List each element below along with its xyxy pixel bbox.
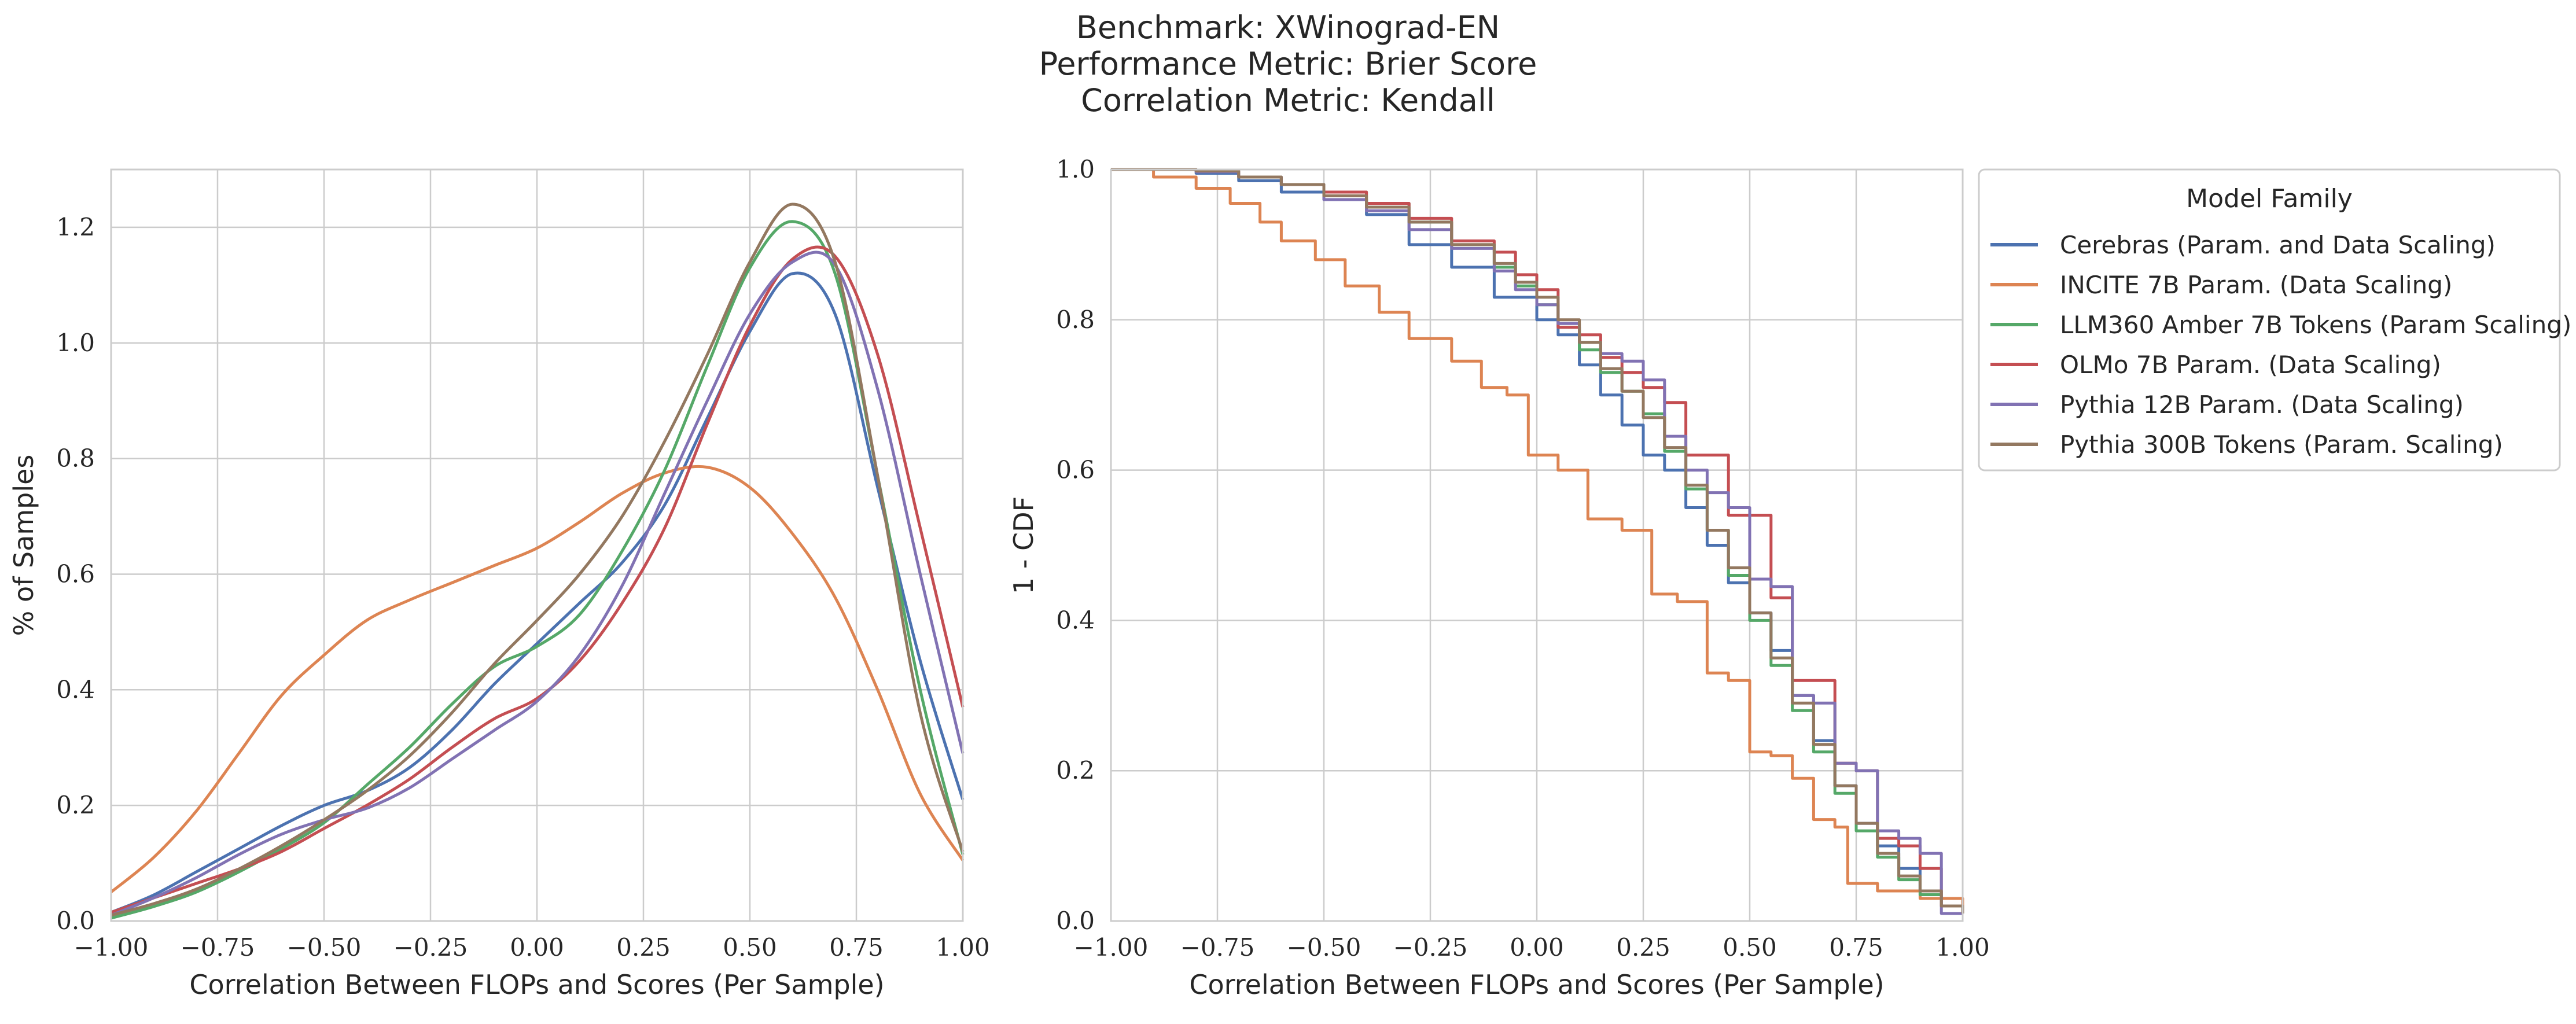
- x-tick-label: −1.00: [1074, 933, 1149, 962]
- x-tick-label: 1.00: [936, 933, 990, 962]
- x-tick-label: 0.25: [616, 933, 671, 962]
- legend-label: Cerebras (Param. and Data Scaling): [2060, 231, 2496, 259]
- y-tick-label: 0.2: [1056, 756, 1095, 784]
- series-line-4: [111, 251, 965, 917]
- legend-entry: Pythia 12B Param. (Data Scaling): [1990, 391, 2464, 419]
- y-axis-label: % of Samples: [8, 455, 39, 636]
- series-lines: [110, 202, 965, 920]
- legend-entry: Cerebras (Param. and Data Scaling): [1990, 231, 2496, 259]
- series-line-5: [1111, 168, 1964, 914]
- x-tick-label: −0.25: [1393, 933, 1468, 962]
- y-tick-label: 1.0: [1056, 155, 1095, 183]
- series-line-1: [110, 465, 965, 893]
- y-tick-label: 1.2: [56, 213, 95, 241]
- legend-entry: LLM360 Amber 7B Tokens (Param Scaling): [1990, 311, 2571, 339]
- tick-labels: −1.00 −0.75 −0.50 −0.25 0.00 0.25 0.50 0.75 1.00…: [1056, 155, 1990, 962]
- legend-entry: OLMo 7B Param. (Data Scaling): [1990, 351, 2441, 379]
- legend-label: Pythia 300B Tokens (Param. Scaling): [2060, 430, 2503, 459]
- x-tick-label: 0.00: [1510, 933, 1564, 962]
- survival-axes: −1.00 −0.75 −0.50 −0.25 0.00 0.25 0.50 0.75 1.00…: [1008, 155, 1990, 1000]
- kde-axes: −1.00 −0.75 −0.50 −0.25 0.00 0.25 0.50 0.75 1.00…: [8, 168, 990, 1000]
- x-tick-label: −0.75: [1180, 933, 1255, 962]
- series-line-1: [1111, 168, 1964, 914]
- figure-title: Benchmark: XWinograd-EN Performance Metr…: [1039, 9, 1537, 119]
- x-tick-label: −0.25: [393, 933, 468, 962]
- legend-entry: Pythia 300B Tokens (Param. Scaling): [1990, 430, 2503, 459]
- tick-labels: −1.00 −0.75 −0.50 −0.25 0.00 0.25 0.50 0.75 1.00…: [56, 213, 990, 962]
- x-tick-label: 1.00: [1935, 933, 1990, 962]
- legend-label: INCITE 7B Param. (Data Scaling): [2060, 271, 2452, 299]
- y-tick-label: 1.0: [56, 329, 95, 357]
- title-line-3: Correlation Metric: Kendall: [1081, 82, 1495, 119]
- legend-label: Pythia 12B Param. (Data Scaling): [2060, 391, 2464, 419]
- legend: Model Family Cerebras (Param. and Data Sc…: [1978, 168, 2571, 472]
- y-tick-label: 0.4: [1056, 606, 1095, 634]
- y-tick-label: 0.6: [1056, 456, 1095, 484]
- y-tick-label: 0.0: [1056, 907, 1095, 935]
- legend-label: LLM360 Amber 7B Tokens (Param Scaling): [2060, 311, 2571, 339]
- plot-frame: [110, 168, 964, 922]
- y-tick-label: 0.6: [56, 559, 95, 588]
- gridlines: [110, 170, 964, 922]
- legend-label: OLMo 7B Param. (Data Scaling): [2060, 351, 2441, 379]
- plot-frame: [1110, 168, 1964, 922]
- y-tick-label: 0.0: [56, 907, 95, 935]
- x-axis-label: Correlation Between FLOPs and Scores (Pe…: [189, 969, 884, 1000]
- legend-title: Model Family: [2186, 184, 2353, 213]
- legend-box: [1978, 168, 2561, 472]
- y-tick-label: 0.2: [56, 791, 95, 819]
- title-line-2: Performance Metric: Brier Score: [1039, 46, 1537, 82]
- x-tick-label: −0.50: [287, 933, 362, 962]
- x-tick-label: 0.75: [1829, 933, 1883, 962]
- y-tick-label: 0.8: [1056, 305, 1095, 334]
- x-tick-label: 0.50: [723, 933, 777, 962]
- x-tick-label: 0.75: [829, 933, 884, 962]
- series-line-3: [111, 245, 965, 914]
- x-tick-label: 0.25: [1616, 933, 1670, 962]
- y-tick-label: 0.4: [56, 675, 95, 703]
- x-tick-label: 0.50: [1723, 933, 1777, 962]
- legend-entry: INCITE 7B Param. (Data Scaling): [1990, 271, 2452, 299]
- x-tick-label: −0.50: [1287, 933, 1361, 962]
- y-axis-label: 1 - CDF: [1008, 496, 1039, 594]
- series-line-0: [111, 271, 965, 914]
- x-tick-label: −0.75: [181, 933, 255, 962]
- series-line-5: [111, 202, 965, 917]
- title-line-1: Benchmark: XWinograd-EN: [1076, 9, 1500, 46]
- y-tick-label: 0.8: [56, 444, 95, 473]
- x-tick-label: 0.00: [510, 933, 564, 962]
- series-lines: [1111, 168, 1964, 915]
- x-axis-label: Correlation Between FLOPs and Scores (Pe…: [1189, 969, 1884, 1000]
- x-tick-label: −1.00: [74, 933, 149, 962]
